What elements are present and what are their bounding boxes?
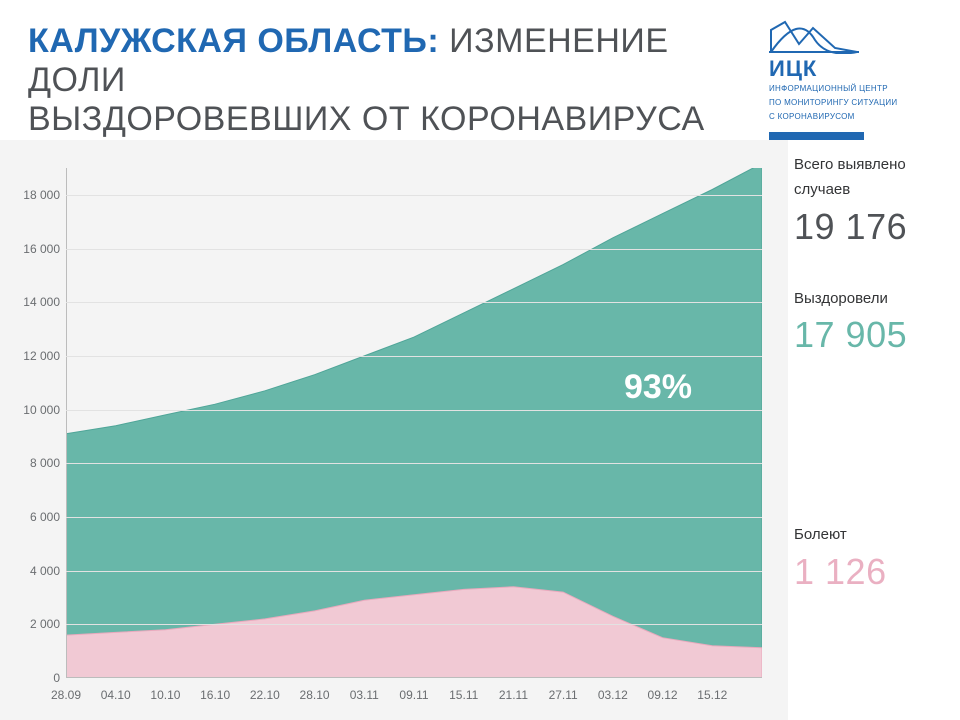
x-tick-label: 21.11 <box>499 688 528 702</box>
x-axis <box>66 677 762 678</box>
x-tick-label: 09.12 <box>648 688 678 702</box>
stat-total: Всего выявлено случаев 19 176 <box>794 156 960 248</box>
stat-sick-label: Болеют <box>794 526 960 545</box>
y-tick-label: 18 000 <box>12 188 60 202</box>
x-tick-label: 28.09 <box>51 688 81 702</box>
x-tick-label: 10.10 <box>150 688 180 702</box>
stat-sick-value: 1 126 <box>794 551 960 593</box>
plot-region: 93% <box>66 168 762 678</box>
stat-recovered: Выздоровели 17 905 <box>794 290 960 357</box>
stat-total-label-1: Всего выявлено <box>794 156 960 175</box>
stats-panel: Всего выявлено случаев 19 176 Выздоровел… <box>788 140 960 720</box>
stat-total-value: 19 176 <box>794 206 960 248</box>
y-tick-label: 2 000 <box>12 617 60 631</box>
stat-recovered-label: Выздоровели <box>794 290 960 309</box>
stat-total-label-2: случаев <box>794 181 960 200</box>
logo-abbrev: ИЦК <box>769 58 934 80</box>
chart-area: 93% 0 2 000 4 000 6 000 8 000 10 000 12 000 14 … <box>0 140 768 720</box>
x-tick-label: 28.10 <box>300 688 330 702</box>
grid-line <box>66 463 762 464</box>
x-tick-label: 04.10 <box>101 688 131 702</box>
y-axis <box>66 168 67 678</box>
grid-line <box>66 302 762 303</box>
logo-sub-2: по мониторингу ситуации <box>769 98 934 108</box>
logo-sub-1: Информационный центр <box>769 84 934 94</box>
percent-label: 93% <box>624 368 692 407</box>
y-tick-label: 4 000 <box>12 564 60 578</box>
x-tick-label: 22.10 <box>250 688 280 702</box>
logo-icon <box>769 18 859 54</box>
x-tick-label: 03.11 <box>350 688 379 702</box>
logo-block: ИЦК Информационный центр по мониторингу … <box>769 18 934 158</box>
y-tick-label: 10 000 <box>12 403 60 417</box>
x-tick-label: 15.12 <box>697 688 727 702</box>
header: Калужская область: изменение доли выздор… <box>0 0 960 140</box>
y-tick-label: 8 000 <box>12 456 60 470</box>
grid-line <box>66 195 762 196</box>
grid-line <box>66 517 762 518</box>
logo-sub-3: с коронавирусом <box>769 112 934 122</box>
y-tick-label: 14 000 <box>12 295 60 309</box>
stat-sick: Болеют 1 126 <box>794 526 960 593</box>
title-accent: Калужская область: <box>28 22 439 60</box>
x-tick-label: 09.11 <box>399 688 428 702</box>
x-tick-label: 16.10 <box>200 688 230 702</box>
x-tick-label: 15.11 <box>449 688 478 702</box>
y-tick-label: 16 000 <box>12 242 60 256</box>
grid-line <box>66 410 762 411</box>
grid-line <box>66 571 762 572</box>
stat-recovered-value: 17 905 <box>794 314 960 356</box>
x-tick-label: 03.12 <box>598 688 628 702</box>
title-block: Калужская область: изменение доли выздор… <box>28 22 748 139</box>
area-chart-svg <box>66 168 762 678</box>
infographic-page: Калужская область: изменение доли выздор… <box>0 0 960 720</box>
chart-body: 93% 0 2 000 4 000 6 000 8 000 10 000 12 000 14 … <box>0 140 960 720</box>
grid-line <box>66 249 762 250</box>
y-tick-label: 12 000 <box>12 349 60 363</box>
y-tick-label: 6 000 <box>12 510 60 524</box>
x-tick-label: 27.11 <box>549 688 578 702</box>
grid-line <box>66 624 762 625</box>
title-line-1: Калужская область: изменение доли <box>28 22 748 100</box>
y-tick-label: 0 <box>12 671 60 685</box>
title-line-2: выздоровевших от коронавируса <box>28 100 748 139</box>
grid-line <box>66 356 762 357</box>
